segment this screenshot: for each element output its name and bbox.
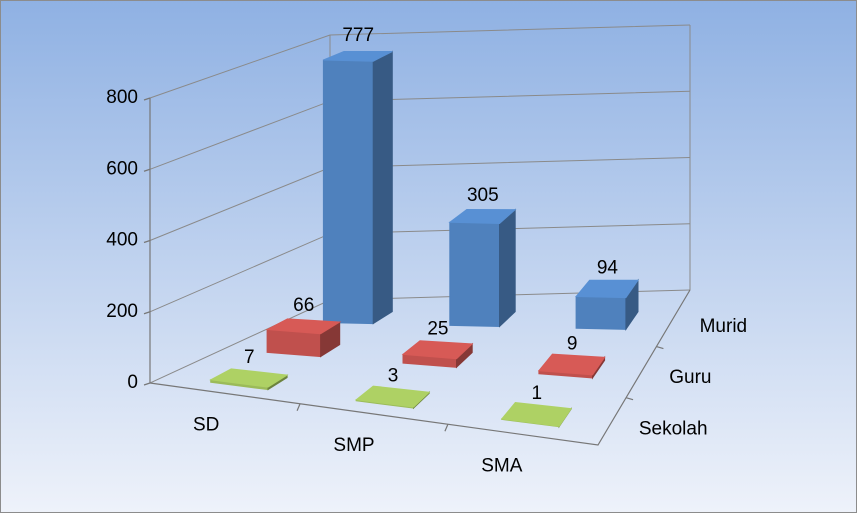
- bar: [209, 368, 289, 391]
- data-label: 7: [244, 347, 255, 368]
- data-label: 305: [467, 185, 499, 206]
- data-label: 94: [597, 258, 619, 279]
- bar: [575, 278, 639, 332]
- y-tick-label: 600: [106, 158, 138, 179]
- series-label: Sekolah: [639, 418, 708, 439]
- bar-top: [354, 385, 431, 408]
- data-label: 3: [388, 365, 399, 386]
- bar-top: [448, 208, 517, 225]
- x-tick-label: SD: [193, 415, 219, 436]
- y-tick: [143, 382, 151, 386]
- data-label: 9: [567, 333, 578, 354]
- bar: [500, 401, 573, 429]
- bar: [537, 353, 606, 380]
- series-label: Murid: [700, 316, 748, 337]
- data-label: 1: [532, 383, 543, 404]
- floor-edge: [149, 289, 691, 446]
- bar-top: [401, 340, 474, 360]
- series-label: Guru: [669, 367, 711, 388]
- bar-top: [500, 401, 573, 427]
- y-tick-label: 800: [106, 87, 138, 108]
- data-label: 777: [342, 25, 374, 46]
- bar: [265, 318, 342, 358]
- bar-side: [499, 208, 516, 328]
- y-tick: [143, 168, 151, 172]
- bar-front: [449, 221, 500, 328]
- bar: [322, 50, 393, 325]
- bar-front: [322, 59, 374, 325]
- bar-top: [265, 318, 342, 335]
- x-tick: [296, 403, 301, 412]
- z-tick: [656, 345, 664, 350]
- y-tick: [143, 97, 151, 101]
- data-label: 25: [427, 318, 448, 339]
- y-tick-label: 200: [106, 301, 138, 322]
- x-tick-label: SMP: [333, 435, 374, 456]
- bar-front: [575, 295, 627, 330]
- bar-top: [575, 279, 639, 299]
- bar-top: [323, 51, 393, 62]
- bar: [401, 340, 474, 369]
- bar-side: [372, 50, 393, 325]
- y-tick-label: 0: [127, 372, 138, 393]
- y-tick: [143, 311, 151, 315]
- y-tick-label: 400: [106, 230, 138, 251]
- bar: [354, 385, 431, 410]
- y-tick: [143, 239, 151, 244]
- bar: [448, 208, 517, 328]
- bar-top: [537, 353, 606, 376]
- x-tick: [444, 423, 449, 432]
- z-tick: [625, 397, 634, 401]
- data-label: 66: [293, 295, 314, 316]
- x-tick-label: SMA: [481, 455, 523, 476]
- bar-top: [209, 368, 289, 388]
